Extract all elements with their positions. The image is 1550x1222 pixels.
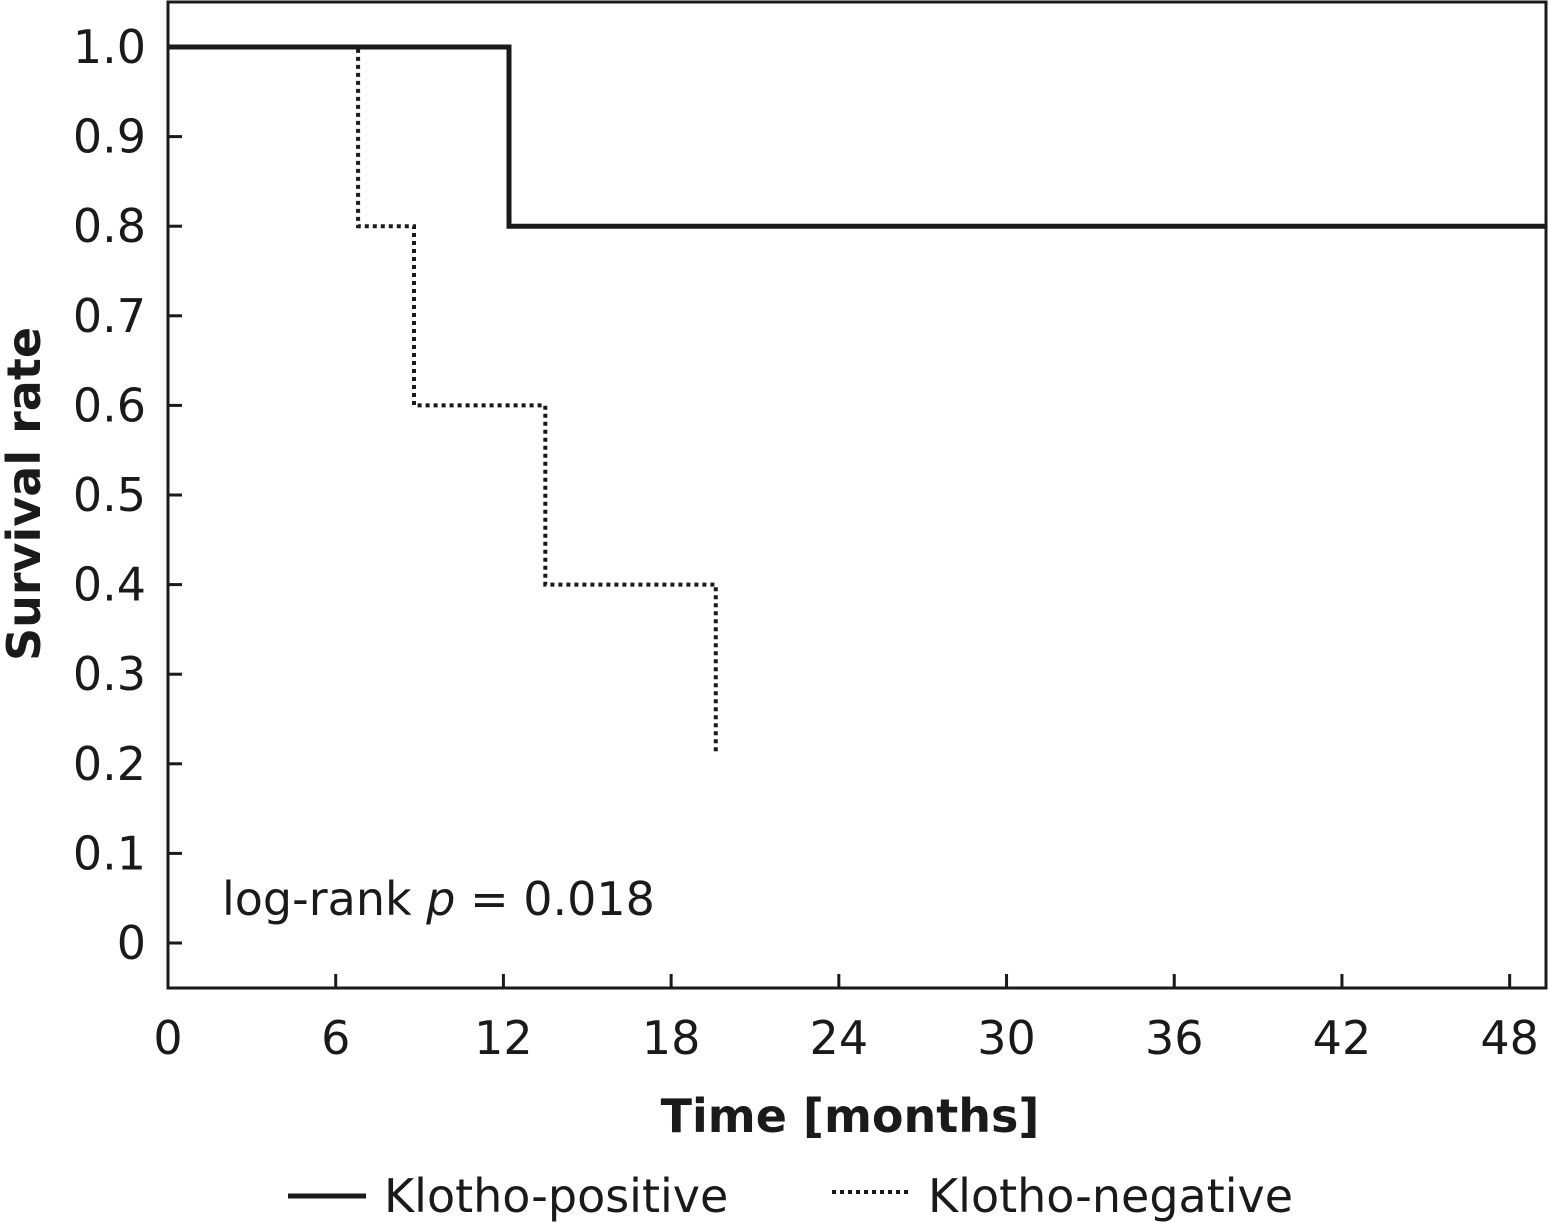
legend-label-klotho-positive: Klotho-positive — [384, 1169, 728, 1222]
x-tick-label: 12 — [474, 1011, 533, 1065]
y-tick-label: 0 — [117, 916, 146, 970]
x-tick-label: 18 — [642, 1011, 701, 1065]
y-tick-label: 0.3 — [73, 647, 146, 701]
x-tick-label: 24 — [810, 1011, 869, 1065]
legend-label-klotho-negative: Klotho-negative — [928, 1169, 1293, 1222]
y-tick-label: 0.8 — [73, 199, 146, 253]
annotation-text: log-rank p = 0.018 — [222, 872, 655, 926]
x-axis: 0 6 12 18 24 30 36 42 48 — [153, 974, 1539, 1065]
plot-frame — [166, 0, 1548, 990]
y-tick-label: 0.7 — [73, 289, 146, 343]
x-tick-label: 36 — [1145, 1011, 1204, 1065]
y-axis-title: Survival rate — [0, 327, 51, 661]
y-tick-label: 0.1 — [73, 826, 146, 880]
x-tick-label: 48 — [1480, 1011, 1539, 1065]
x-tick-label: 0 — [153, 1011, 182, 1065]
x-axis-title: Time [months] — [661, 1089, 1040, 1143]
y-tick-label: 0.6 — [73, 378, 146, 432]
y-tick-label: 0.4 — [73, 558, 146, 612]
y-tick-label: 0.2 — [73, 737, 146, 791]
series-line-klotho-negative — [168, 45, 718, 755]
series-layer — [168, 44, 1546, 755]
y-tick-label: 0.5 — [73, 468, 146, 522]
legend: Klotho-positive Klotho-negative — [288, 1169, 1293, 1222]
x-tick-label: 42 — [1313, 1011, 1372, 1065]
y-tick-label: 1.0 — [73, 20, 146, 74]
y-axis: 0 0.1 0.2 0.3 0.4 0.5 0.6 0.7 0.8 0.9 1.0 — [73, 20, 182, 970]
y-tick-label: 0.9 — [73, 110, 146, 164]
x-tick-label: 30 — [977, 1011, 1036, 1065]
x-tick-label: 6 — [321, 1011, 350, 1065]
series-line-klotho-positive — [168, 44, 1546, 229]
